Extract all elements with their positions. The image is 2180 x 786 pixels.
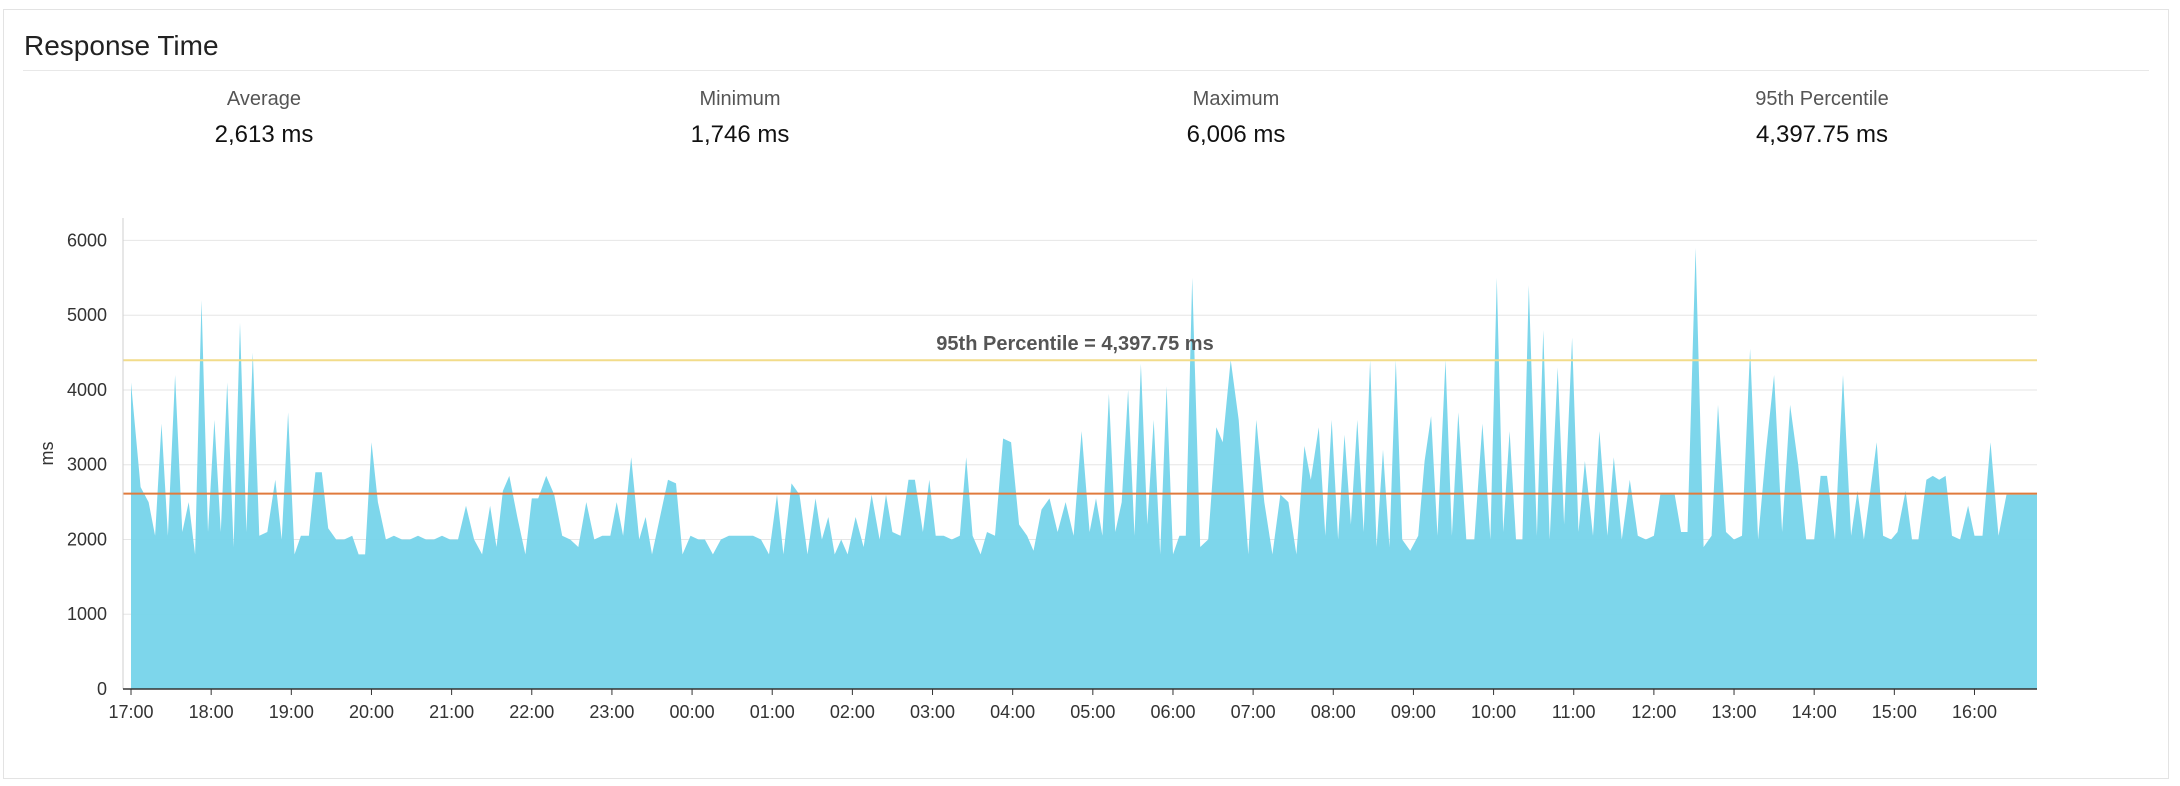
x-tick-label: 05:00 bbox=[1070, 702, 1115, 722]
x-tick-label: 14:00 bbox=[1792, 702, 1837, 722]
y-tick-label: 0 bbox=[97, 679, 107, 699]
x-tick-label: 00:00 bbox=[670, 702, 715, 722]
title-divider bbox=[23, 70, 2149, 71]
y-tick-label: 2000 bbox=[67, 529, 107, 549]
panel-title: Response Time bbox=[24, 30, 219, 61]
response-time-area bbox=[131, 247, 2037, 689]
x-tick-label: 13:00 bbox=[1712, 702, 1757, 722]
x-tick-label: 01:00 bbox=[750, 702, 795, 722]
stat-label: Maximum bbox=[1192, 88, 1280, 110]
tick-labels: 0 1000 2000 3000 4000 5000 6000 ms 17:00 18:00 19:… bbox=[37, 230, 1997, 722]
stat-value: 2,613 ms bbox=[214, 121, 314, 148]
y-tick-label: 5000 bbox=[67, 305, 107, 325]
stat-value: 4,397.75 ms bbox=[1755, 121, 1889, 148]
stat-label: Minimum bbox=[699, 88, 781, 110]
y-tick-label: 3000 bbox=[67, 455, 107, 475]
x-tick-label: 06:00 bbox=[1150, 702, 1195, 722]
stat-average: Average 2,613 ms bbox=[84, 88, 444, 149]
x-tick-label: 04:00 bbox=[990, 702, 1035, 722]
x-tick-label: 22:00 bbox=[509, 702, 554, 722]
x-tick-label: 12:00 bbox=[1631, 702, 1676, 722]
x-tick-label: 17:00 bbox=[108, 702, 153, 722]
x-tick-label: 20:00 bbox=[349, 702, 394, 722]
stat-label: 95th Percentile bbox=[1755, 88, 1889, 110]
axes bbox=[122, 218, 2037, 695]
x-tick-label: 10:00 bbox=[1471, 702, 1516, 722]
area-series bbox=[131, 247, 2037, 689]
x-tick-label: 07:00 bbox=[1231, 702, 1276, 722]
x-tick-label: 11:00 bbox=[1552, 702, 1596, 722]
reference-lines: 95th Percentile = 4,397.75 ms bbox=[123, 333, 2037, 495]
x-tick-label: 08:00 bbox=[1311, 702, 1356, 722]
y-tick-label: 4000 bbox=[67, 380, 107, 400]
stat-95th-percentile: 95th Percentile 4,397.75 ms bbox=[1642, 88, 2002, 149]
stat-minimum: Minimum 1,746 ms bbox=[560, 88, 920, 149]
y-axis-title: ms bbox=[37, 442, 57, 466]
x-tick-label: 02:00 bbox=[830, 702, 875, 722]
y-tick-label: 1000 bbox=[67, 604, 107, 624]
stat-label: Average bbox=[226, 88, 302, 110]
x-tick-label: 16:00 bbox=[1952, 702, 1997, 722]
stat-maximum: Maximum 6,006 ms bbox=[1056, 88, 1416, 149]
stat-value: 6,006 ms bbox=[1186, 121, 1286, 148]
x-tick-label: 03:00 bbox=[910, 702, 955, 722]
percentile-reference-label: 95th Percentile = 4,397.75 ms bbox=[936, 333, 1213, 355]
x-tick-label: 09:00 bbox=[1391, 702, 1436, 722]
x-tick-label: 18:00 bbox=[189, 702, 234, 722]
x-tick-label: 15:00 bbox=[1872, 702, 1917, 722]
stat-value: 1,746 ms bbox=[690, 121, 790, 148]
x-tick-label: 19:00 bbox=[269, 702, 314, 722]
x-tick-label: 23:00 bbox=[589, 702, 634, 722]
y-tick-label: 6000 bbox=[67, 230, 107, 250]
x-tick-label: 21:00 bbox=[429, 702, 474, 722]
